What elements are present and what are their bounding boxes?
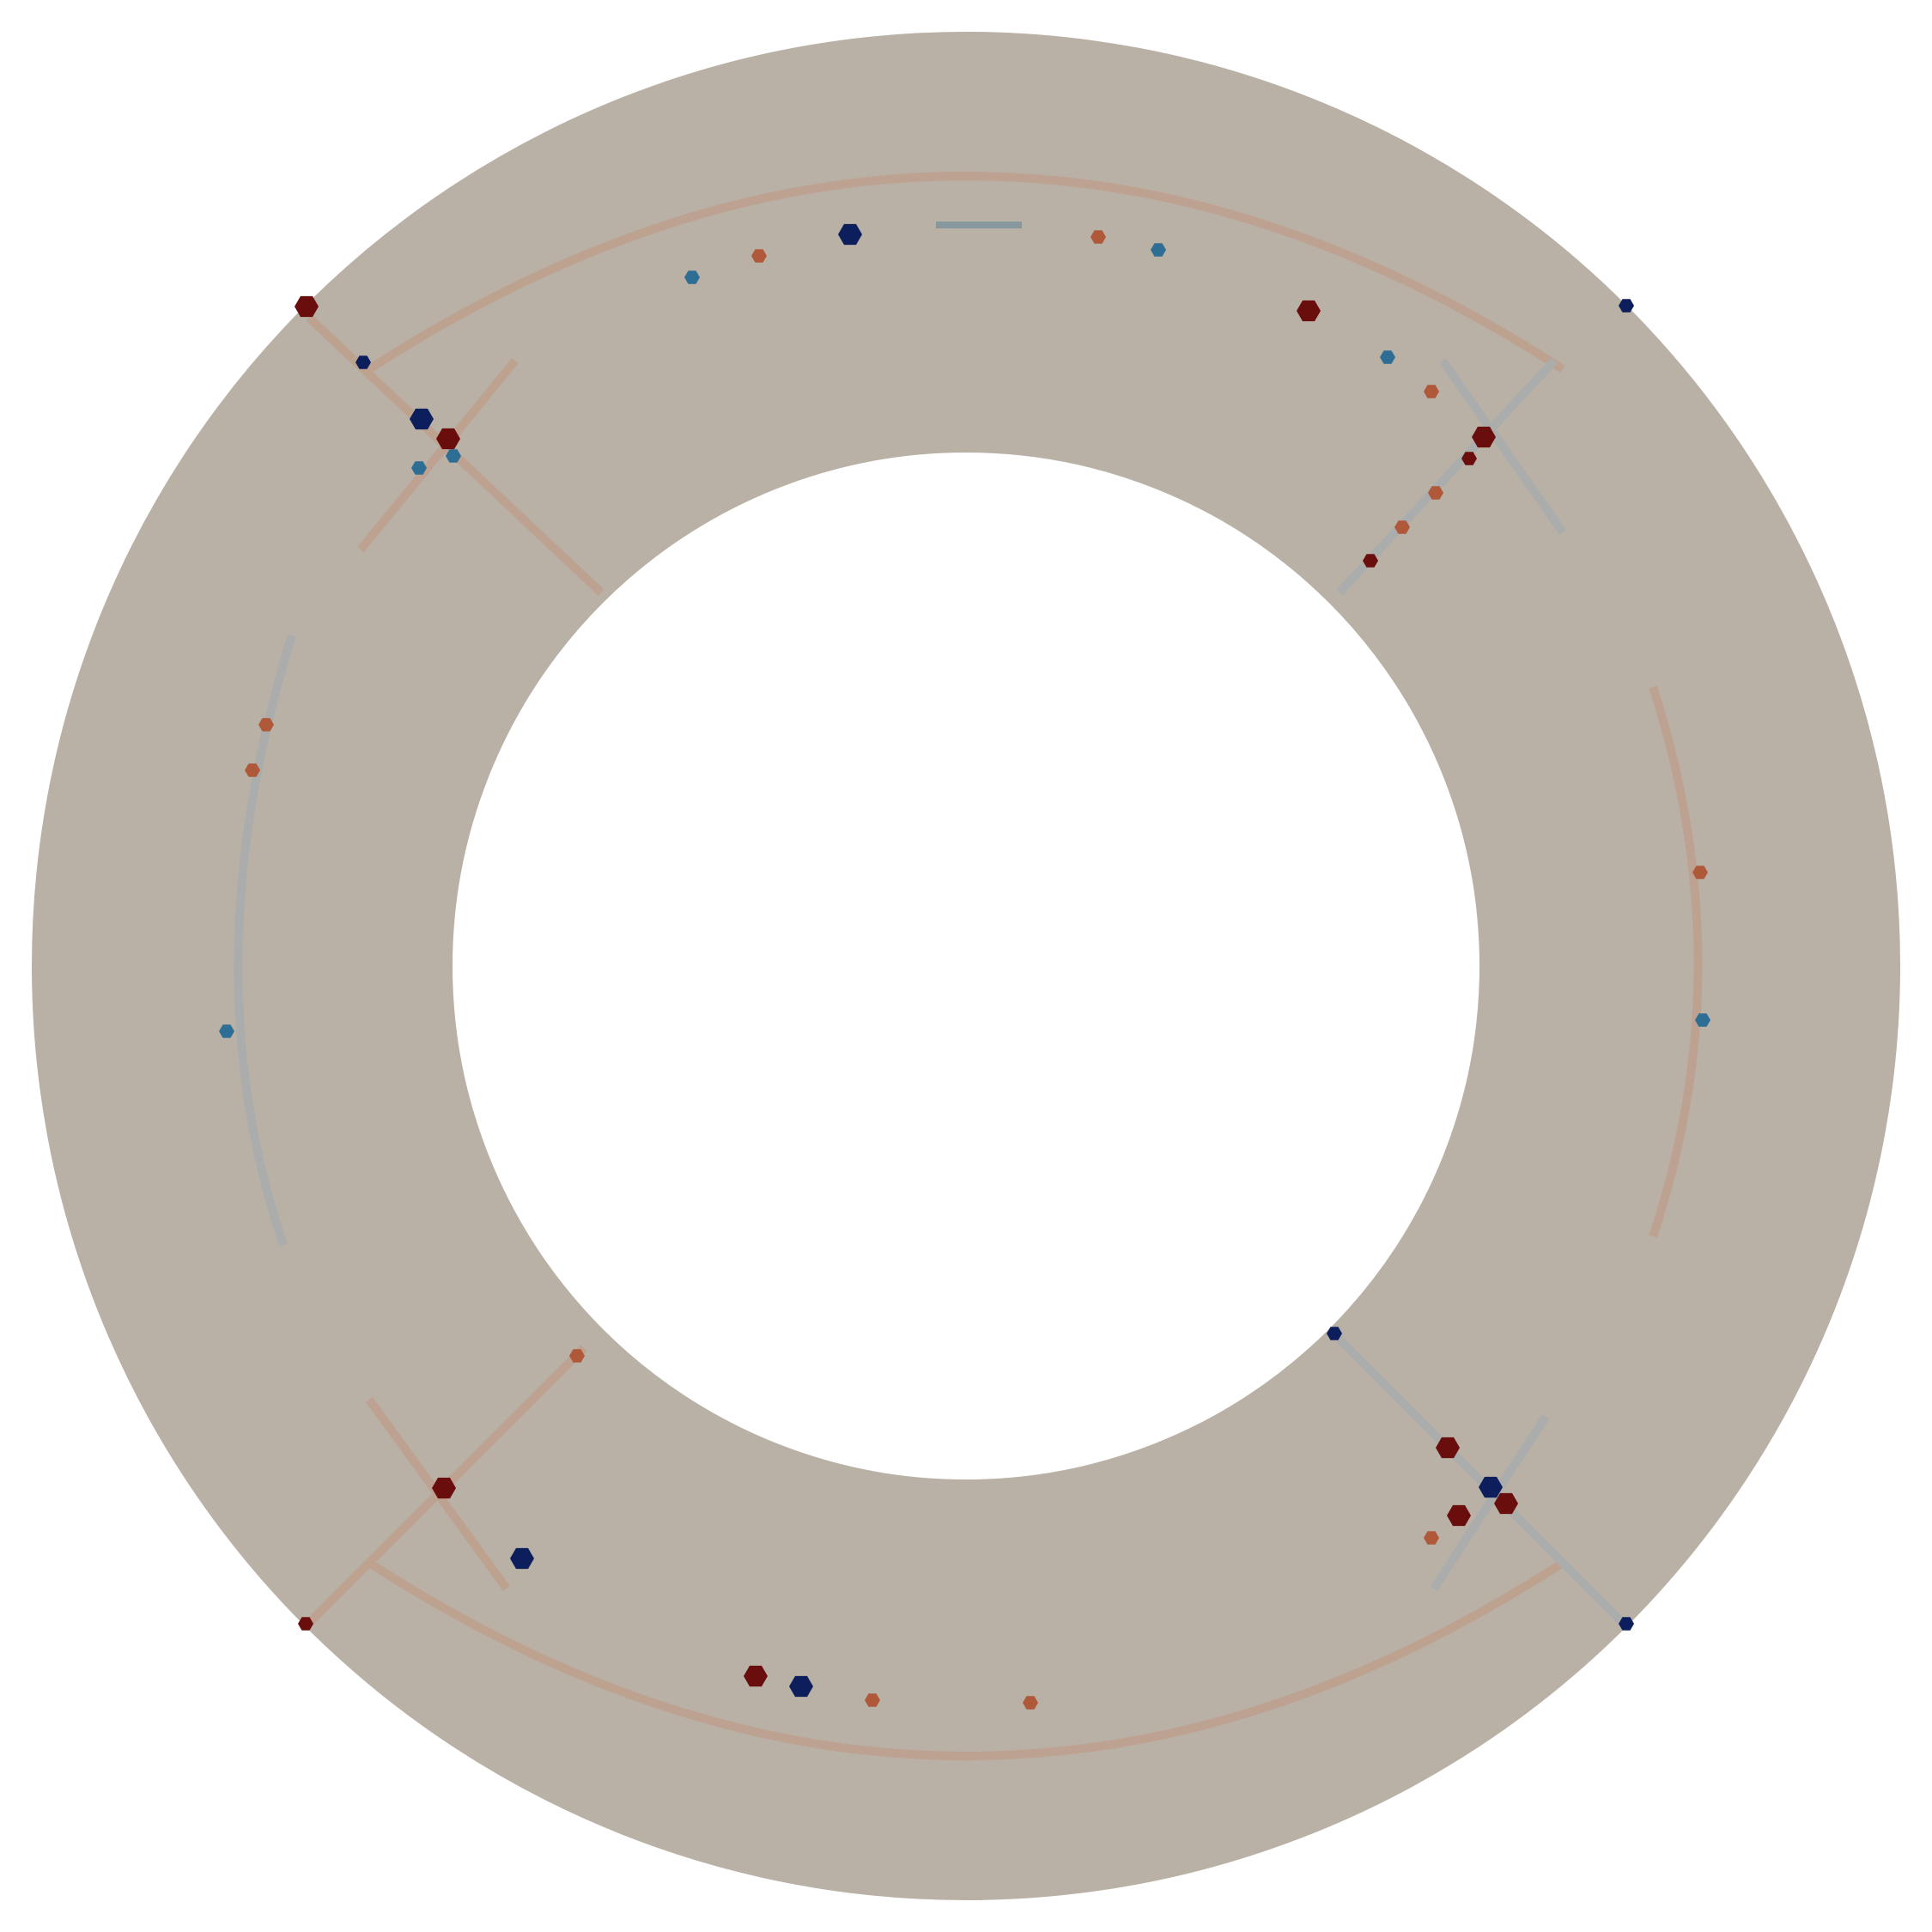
cross-br [1336, 1336, 1626, 1626]
faint-arcs [234, 172, 1703, 1760]
arc-right [1649, 685, 1703, 1238]
arc-top [367, 172, 1565, 374]
arc-bottom [367, 1558, 1565, 1760]
annulus [32, 32, 1900, 1900]
cross-tr [1336, 357, 1567, 596]
